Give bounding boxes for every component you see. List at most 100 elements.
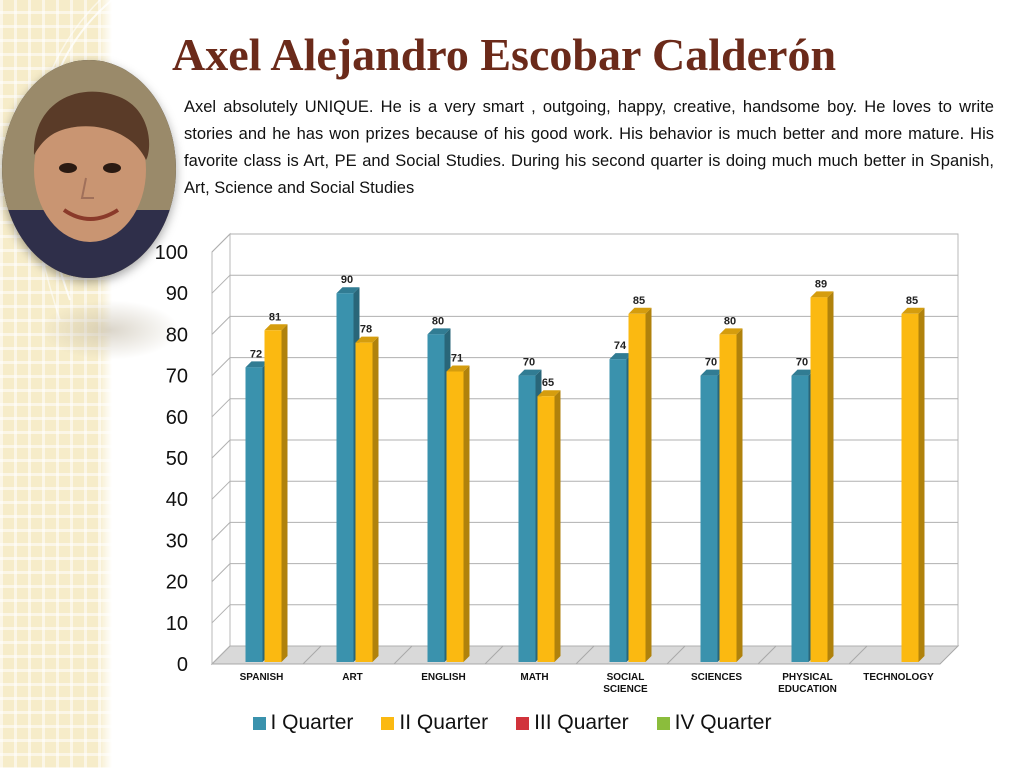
floor-divider xyxy=(302,645,322,665)
y-tick-label: 30 xyxy=(166,530,188,552)
y-tick-label: 40 xyxy=(166,489,188,511)
bar xyxy=(537,396,555,662)
floor-divider xyxy=(575,645,595,665)
data-label: 78 xyxy=(360,324,372,336)
decorative-shadow xyxy=(40,300,180,360)
y-tick-label: 80 xyxy=(166,324,188,346)
x-tick-label: SOCIAL SCIENCE xyxy=(603,672,648,695)
gridline-side xyxy=(211,439,231,459)
bar-top xyxy=(537,390,561,397)
data-label: 85 xyxy=(906,295,918,307)
bar xyxy=(628,313,646,662)
x-tick-label: SPANISH xyxy=(240,672,284,683)
data-label: 70 xyxy=(523,357,535,369)
bar xyxy=(810,297,828,662)
legend-label: I Quarter xyxy=(270,711,354,734)
floor-divider xyxy=(848,645,868,665)
student-bio: Axel absolutely UNIQUE. He is a very sma… xyxy=(184,98,994,197)
legend-swatch xyxy=(656,716,670,730)
data-label: 70 xyxy=(796,357,808,369)
floor-divider xyxy=(666,645,686,665)
data-label: 81 xyxy=(269,311,281,323)
data-label: 71 xyxy=(451,352,463,364)
gridline-side xyxy=(211,480,231,500)
data-label: 65 xyxy=(542,377,554,389)
bar xyxy=(518,375,536,662)
bar xyxy=(700,375,718,662)
data-label: 90 xyxy=(341,274,353,286)
x-tick-label: PHYSICAL EDUCATION xyxy=(778,672,837,695)
bar-top xyxy=(427,328,451,335)
bar-top xyxy=(446,365,470,372)
gridline-side xyxy=(211,274,231,294)
bar-top xyxy=(264,324,288,331)
data-label: 89 xyxy=(815,278,827,290)
x-tick-label: MATH xyxy=(520,672,548,683)
y-tick-label: 20 xyxy=(166,572,188,594)
bar xyxy=(355,342,373,662)
y-tick-label: 10 xyxy=(166,613,188,635)
bar xyxy=(791,375,809,662)
legend-item: III Quarter xyxy=(516,711,629,735)
gridline-side xyxy=(211,522,231,541)
data-label: 85 xyxy=(633,295,645,307)
gridline-side xyxy=(211,316,231,335)
bar-side xyxy=(736,328,743,662)
grades-bar-chart: 0 10 20 30 40 50 60 70 80 90 100 72 81 SPANISH 90 78 ART… xyxy=(155,232,960,695)
bar xyxy=(446,371,464,662)
floor-divider xyxy=(757,645,777,665)
legend-swatch xyxy=(381,716,395,730)
y-tick-label: 0 xyxy=(177,654,188,676)
bar-top xyxy=(901,307,925,314)
y-tick-label: 90 xyxy=(166,283,188,305)
bar xyxy=(245,367,263,662)
bar xyxy=(609,359,627,662)
page-title: Axel Alejandro Escobar Calderón xyxy=(172,29,837,80)
x-tick-label: ART xyxy=(342,672,363,683)
y-tick-label: 60 xyxy=(166,407,188,429)
y-tick-label: 100 xyxy=(155,242,188,264)
gridline-side xyxy=(211,604,231,624)
x-tick-label: TECHNOLOGY xyxy=(863,672,934,683)
bar-side xyxy=(463,365,470,662)
data-label: 70 xyxy=(705,357,717,369)
gridline-side xyxy=(211,645,231,665)
floor-divider xyxy=(393,645,413,665)
data-label: 74 xyxy=(614,340,627,352)
y-tick-label: 50 xyxy=(166,448,188,470)
data-label: 72 xyxy=(250,348,262,360)
gridline-side xyxy=(211,398,231,418)
x-tick-label: ENGLISH xyxy=(421,672,465,683)
bar-top xyxy=(628,307,652,314)
bar-top xyxy=(336,287,360,294)
y-tick-label: 70 xyxy=(166,366,188,388)
bar-side xyxy=(372,336,379,662)
bar-top xyxy=(810,291,834,298)
legend-swatch xyxy=(516,716,530,730)
floor-divider xyxy=(484,645,504,665)
legend-label: IV Quarter xyxy=(674,711,772,734)
bar xyxy=(719,334,737,662)
gridline-side xyxy=(211,233,231,253)
student-photo xyxy=(2,60,176,278)
data-label: 80 xyxy=(432,315,444,327)
data-label: 80 xyxy=(724,315,736,327)
legend-item: II Quarter xyxy=(381,711,488,735)
bar-top xyxy=(609,353,633,360)
bar xyxy=(336,293,354,662)
bar-top xyxy=(700,369,724,376)
legend-item: IV Quarter xyxy=(656,711,772,735)
bar-top xyxy=(355,336,379,343)
gridline-side xyxy=(211,357,231,376)
bar-side xyxy=(827,291,834,662)
gridline-side xyxy=(211,563,231,582)
chart-legend: I Quarter II Quarter III Quarter IV Quarter xyxy=(0,711,1024,735)
bar-side xyxy=(645,307,652,662)
bar-top xyxy=(245,361,269,368)
x-tick-label: SCIENCES xyxy=(691,672,742,683)
legend-label: III Quarter xyxy=(534,711,629,734)
bar-top xyxy=(791,369,815,376)
bar-side xyxy=(281,324,288,662)
legend-label: II Quarter xyxy=(399,711,489,734)
bar-top xyxy=(719,328,743,335)
